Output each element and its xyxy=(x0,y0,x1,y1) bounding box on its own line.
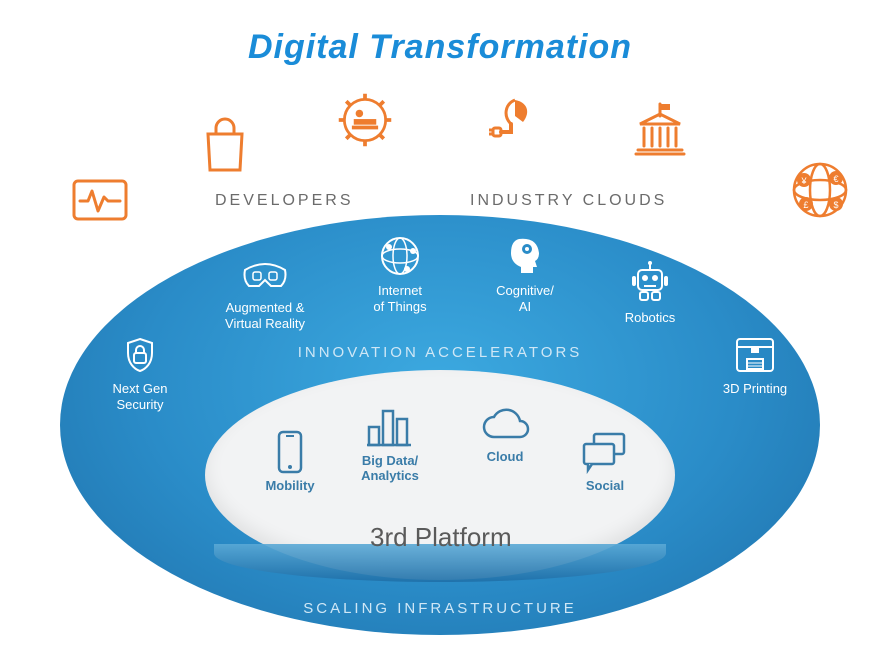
robot-icon xyxy=(628,260,672,304)
accel-cognitive-ai: Cognitive/AI xyxy=(470,235,580,316)
page-title: Digital Transformation xyxy=(0,28,880,67)
printer-3d-icon xyxy=(733,335,777,375)
manufacturing-gear-icon xyxy=(335,90,395,150)
vr-headset-icon xyxy=(241,260,289,294)
scaling-infrastructure-label: SCALING INFRASTRUCTURE xyxy=(300,600,580,617)
platform-bigdata: Big Data/Analytics xyxy=(345,405,435,483)
innovation-accelerators-label: INNOVATION ACCELERATORS xyxy=(280,344,600,361)
chat-bubbles-icon xyxy=(580,430,630,474)
industry-clouds-label: INDUSTRY CLOUDS xyxy=(470,192,667,210)
platform-label: Cloud xyxy=(487,449,524,464)
cloud-icon xyxy=(478,405,532,445)
government-building-icon xyxy=(630,100,690,160)
accel-label: Internetof Things xyxy=(373,283,426,314)
accel-label: Robotics xyxy=(625,310,676,325)
svg-text:$: $ xyxy=(833,200,838,210)
svg-text:£: £ xyxy=(803,200,808,210)
platform-label: Social xyxy=(586,478,624,493)
svg-text:€: € xyxy=(833,174,838,184)
accel-label: Augmented &Virtual Reality xyxy=(225,300,305,331)
accel-label: Next GenSecurity xyxy=(113,381,168,412)
accel-label: Cognitive/AI xyxy=(496,283,554,314)
developers-label: DEVELOPERS xyxy=(215,192,353,210)
platform-label: Mobility xyxy=(265,478,314,493)
platform-label: Big Data/Analytics xyxy=(361,453,419,483)
green-energy-plug-icon xyxy=(485,92,545,152)
top-icons-row: ¥ € £ $ xyxy=(0,85,880,205)
platform-social: Social xyxy=(560,430,650,493)
shopping-bag-icon xyxy=(195,115,255,175)
svg-text:¥: ¥ xyxy=(800,176,807,186)
smartphone-icon xyxy=(276,430,304,474)
head-brain-icon xyxy=(505,235,545,277)
bar-chart-icon xyxy=(365,405,415,449)
accel-iot: Internetof Things xyxy=(345,235,455,316)
accel-ar-vr: Augmented &Virtual Reality xyxy=(210,260,320,333)
accel-robotics: Robotics xyxy=(595,260,705,326)
globe-network-icon xyxy=(379,235,421,277)
accel-3d-printing: 3D Printing xyxy=(700,335,810,397)
accel-nextgen-security: Next GenSecurity xyxy=(85,335,195,414)
finance-globe-icon: ¥ € £ $ xyxy=(790,160,850,220)
platform-mobility: Mobility xyxy=(245,430,335,493)
tablet-pulse-icon xyxy=(70,170,130,230)
third-platform-label: 3rd Platform xyxy=(370,522,512,553)
accel-label: 3D Printing xyxy=(723,381,787,396)
lock-shield-icon xyxy=(120,335,160,375)
platform-cloud: Cloud xyxy=(460,405,550,464)
